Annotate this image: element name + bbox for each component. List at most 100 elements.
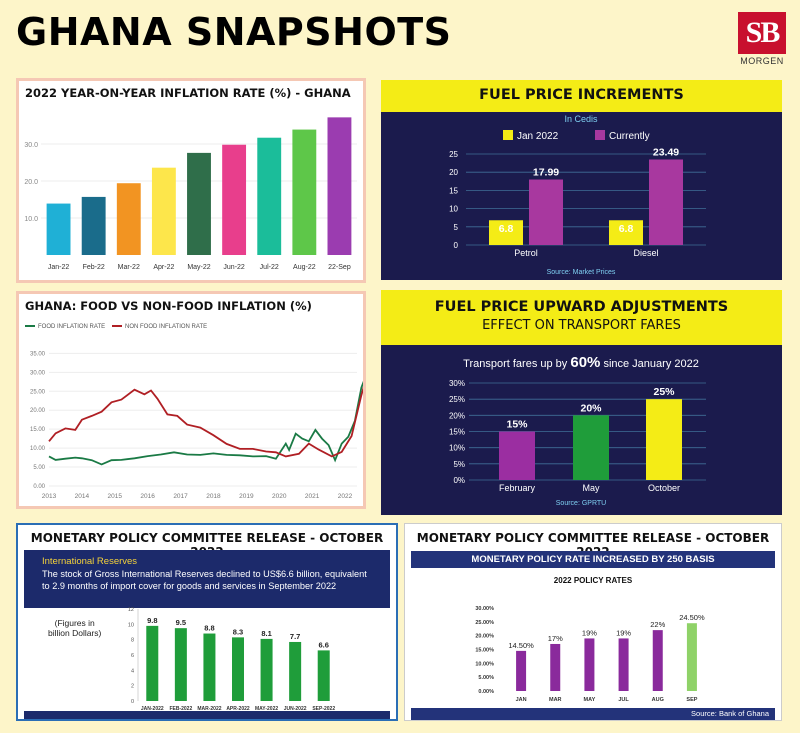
policy-footer-bar	[411, 708, 775, 720]
transport-fares-panel: FUEL PRICE UPWARD ADJUSTMENTS EFFECT ON …	[381, 290, 782, 515]
food-xtick: 2019	[239, 493, 254, 500]
policy-bar	[652, 630, 663, 691]
transport-data-label: 25%	[653, 386, 675, 398]
inflation-xtick: Feb-22	[83, 264, 105, 271]
transport-ytick: 10%	[449, 444, 465, 453]
reserves-ytick: 0	[131, 699, 134, 705]
fuel-chart-title: FUEL PRICE INCREMENTS	[479, 87, 684, 103]
inflation-bar	[116, 183, 141, 255]
food-inflation-chart: FOOD INFLATION RATE NON FOOD INFLATION RA…	[25, 324, 363, 500]
fuel-subtitle: In Cedis	[564, 114, 598, 124]
policy-data-label: 19%	[582, 628, 597, 637]
reserves-xtick: MAR-2022	[197, 706, 221, 712]
food-inflation-title: GHANA: FOOD VS NON-FOOD INFLATION (%)	[25, 299, 312, 313]
policy-bar	[550, 643, 561, 691]
policy-ytick: 20.00%	[475, 634, 494, 640]
fuel-xtick: Diesel	[633, 248, 658, 258]
inflation-bar	[327, 117, 352, 255]
inflation-bar	[46, 203, 71, 255]
policy-ytick: 15.00%	[475, 648, 494, 654]
nonfood-inflation-line	[48, 386, 363, 458]
transport-ytick: 15%	[449, 428, 465, 437]
food-ytick: 15.00	[30, 427, 46, 433]
fuel-ytick: 20	[449, 168, 458, 177]
policy-bar	[584, 638, 595, 691]
reserves-ytick: 12	[128, 607, 134, 613]
reserves-chart: 0 2 4 6 8 10 12 9.8 JAN-2022 9.5 FEB-2022 8.8 MAR-20…	[128, 607, 335, 712]
transport-title-line2: EFFECT ON TRANSPORT FARES	[482, 318, 681, 333]
fuel-bar	[529, 179, 563, 245]
reserves-axis-note-line1: (Figures in	[54, 618, 95, 628]
inflation-chart: 10.0 20.0 30.0 Jan-22 Feb-22 Mar-22 Apr-22 May-…	[24, 117, 357, 271]
reserves-data-label: 7.7	[290, 632, 300, 641]
reserves-data-label: 9.8	[147, 616, 157, 625]
reserves-bar	[203, 633, 216, 701]
fuel-ytick: 5	[454, 223, 459, 232]
policy-source: Source: Bank of Ghana	[691, 709, 769, 718]
transport-ytick: 25%	[449, 395, 465, 404]
food-xtick: 2014	[75, 493, 90, 500]
transport-source: Source: GPRTU	[556, 500, 606, 507]
policy-ytick: 25.00%	[475, 620, 494, 626]
transport-headline-prefix: Transport fares up by	[463, 358, 570, 370]
fuel-ytick: 10	[449, 205, 458, 214]
fuel-legend-swatch	[595, 130, 605, 140]
reserves-panel: MONETARY POLICY COMMITTEE RELEASE - OCTO…	[16, 523, 398, 721]
inflation-bar	[292, 129, 317, 255]
transport-ytick: 5%	[453, 460, 465, 469]
policy-ytick: 5.00%	[478, 675, 494, 681]
fuel-chart: In Cedis Jan 2022 Currently 0 5 10 15 20 25 6.8 17…	[449, 114, 706, 276]
reserves-bar	[174, 628, 187, 701]
inflation-bar	[81, 196, 106, 255]
reserves-ytick: 6	[131, 653, 134, 659]
reserves-info-box: International Reserves The stock of Gros…	[24, 550, 390, 608]
reserves-data-label: 8.1	[261, 629, 271, 638]
food-xtick: 2022	[338, 493, 353, 500]
fuel-source: Source: Market Prices	[547, 269, 616, 276]
reserves-description-line1: The stock of Gross International Reserve…	[42, 569, 367, 579]
policy-data-label: 14.50%	[508, 641, 534, 650]
logo-text: MORGEN	[740, 56, 784, 66]
food-ytick: 10.00	[30, 446, 46, 452]
food-legend-label: FOOD INFLATION RATE	[38, 324, 105, 330]
fuel-bar	[609, 220, 643, 245]
fuel-ytick: 15	[449, 186, 458, 195]
food-xtick: 2020	[272, 493, 287, 500]
fuel-legend-swatch	[503, 130, 513, 140]
transport-ytick: 20%	[449, 411, 465, 420]
inflation-bar	[151, 167, 176, 255]
inflation-bar	[187, 152, 211, 255]
reserves-xtick: APR-2022	[226, 706, 250, 712]
policy-ytick: 30.00%	[475, 606, 494, 612]
inflation-chart-panel: 2022 YEAR-ON-YEAR INFLATION RATE (%) - G…	[16, 78, 366, 283]
food-xtick: 2021	[305, 493, 320, 500]
food-xtick: 2017	[173, 493, 188, 500]
transport-title-line1: FUEL PRICE UPWARD ADJUSTMENTS	[434, 299, 729, 315]
transport-headline: Transport fares up by 60% since January …	[463, 354, 699, 371]
policy-chart-title: 2022 POLICY RATES	[554, 576, 633, 585]
food-ytick: 0.00	[33, 484, 45, 490]
food-ytick: 20.00	[30, 408, 46, 414]
policy-data-label: 17%	[548, 634, 563, 643]
reserves-section-label: International Reserves	[42, 556, 138, 567]
reserves-xtick: JAN-2022	[141, 706, 164, 712]
inflation-xtick: Jul-22	[260, 264, 279, 271]
reserves-axis-note-line2: billion Dollars)	[48, 628, 102, 638]
reserves-axis-note: (Figures in billion Dollars)	[48, 618, 101, 638]
reserves-bar	[260, 638, 273, 701]
food-ytick: 5.00	[33, 465, 45, 471]
policy-xtick: AUG	[652, 697, 664, 703]
reserves-bar	[232, 637, 244, 701]
policy-data-label: 19%	[616, 628, 631, 637]
reserves-bar	[289, 641, 302, 701]
food-xtick: 2013	[42, 493, 57, 500]
policy-data-label: 24.50%	[679, 613, 705, 622]
inflation-chart-title: 2022 YEAR-ON-YEAR INFLATION RATE (%) - G…	[25, 86, 351, 100]
inflation-bar	[257, 137, 282, 255]
transport-bar	[499, 431, 535, 480]
inflation-xtick: Apr-22	[153, 264, 174, 271]
transport-data-label: 15%	[506, 419, 528, 431]
reserves-ytick: 2	[131, 684, 134, 690]
reserves-footer-bar	[24, 711, 390, 719]
reserves-data-label: 8.8	[204, 624, 214, 633]
